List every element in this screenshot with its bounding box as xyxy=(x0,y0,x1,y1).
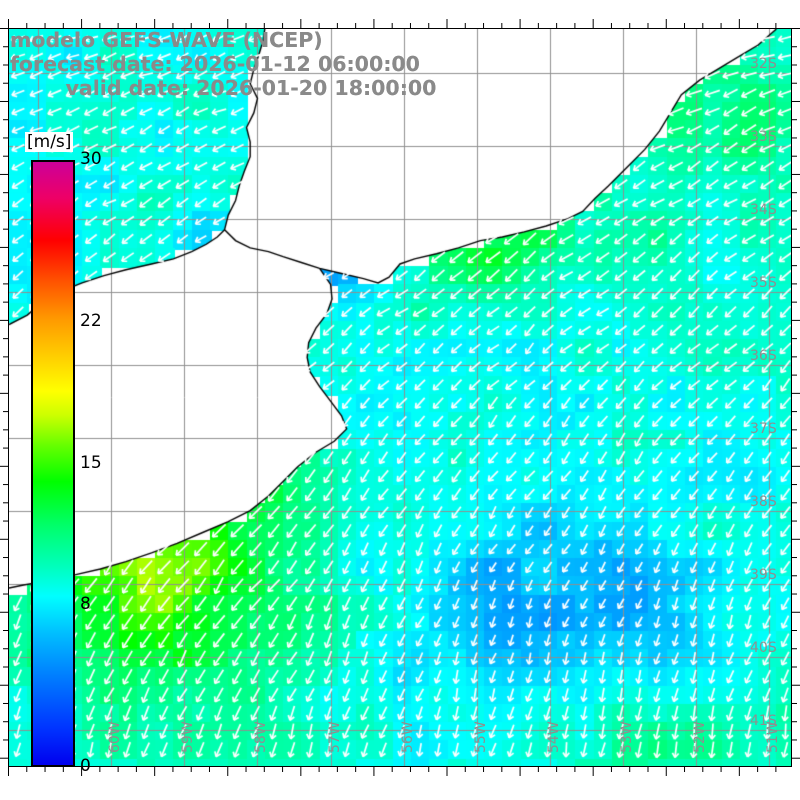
bottom-tick-ruler xyxy=(8,767,777,776)
colorbar-tick-15: 15 xyxy=(80,452,102,473)
top-tick-ruler xyxy=(8,19,777,28)
wind-speed-heatmap-canvas xyxy=(9,29,791,766)
right-tick-ruler xyxy=(792,28,800,759)
left-tick-ruler xyxy=(0,28,8,759)
colorbar[interactable] xyxy=(31,160,75,767)
colorbar-tick-22: 22 xyxy=(80,310,102,331)
colorbar-unit-label: [m/s] xyxy=(25,132,74,152)
map-plot-area[interactable] xyxy=(8,28,792,767)
colorbar-gradient xyxy=(31,160,75,767)
colorbar-tick-0: 0 xyxy=(80,756,91,776)
colorbar-tick-8: 8 xyxy=(80,594,91,615)
colorbar-tick-30: 30 xyxy=(80,149,102,169)
